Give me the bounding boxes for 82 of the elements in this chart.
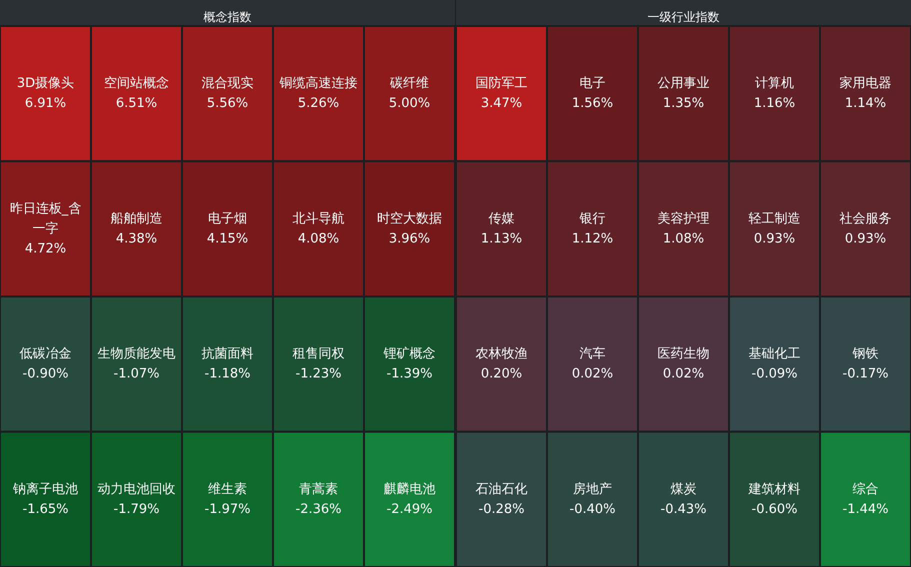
category-label: 铜缆高速连接 xyxy=(278,75,358,92)
category-label: 租售同权 xyxy=(292,346,344,362)
category-label: 房地产 xyxy=(573,480,612,497)
category-label: 钢铁 xyxy=(852,346,878,362)
data-label: -2.49% xyxy=(386,502,432,517)
data-label: 1.35% xyxy=(662,96,704,112)
data-label: 0.02% xyxy=(662,366,704,382)
data-label: -1.07% xyxy=(114,366,160,382)
category-label: 家用电器 xyxy=(840,75,892,92)
data-label: 1.08% xyxy=(662,231,704,246)
data-label: 1.13% xyxy=(480,231,522,246)
category-label: 综合 xyxy=(852,482,878,497)
category-label: 抗菌面料 xyxy=(202,346,254,362)
data-label: -0.17% xyxy=(842,366,888,382)
data-label: 1.56% xyxy=(572,96,614,112)
category-label: 青蒿素 xyxy=(299,482,338,497)
category-label: 建筑材料 xyxy=(748,482,800,497)
data-label: -0.09% xyxy=(752,366,798,382)
data-label: 1.12% xyxy=(572,231,614,246)
data-label: 5.00% xyxy=(388,96,430,112)
data-label: 0.93% xyxy=(754,231,796,246)
category-label: 公用事业 xyxy=(658,76,710,92)
data-label: 4.15% xyxy=(206,231,248,246)
category-label: 锂矿概念 xyxy=(382,346,436,362)
category-label: 北斗导航 xyxy=(292,211,344,226)
category-label: 3D摄像头 xyxy=(16,76,74,92)
category-label: 空间站概念 xyxy=(104,76,169,92)
category-label: 钠离子电池 xyxy=(12,480,78,497)
data-label: -0.43% xyxy=(660,502,706,517)
data-label: -0.90% xyxy=(22,366,68,382)
category-label: 时空大数据 xyxy=(377,211,442,226)
category-label: 麒麟电池 xyxy=(384,482,436,497)
data-label: -1.44% xyxy=(842,502,888,517)
data-label: -1.97% xyxy=(204,502,250,517)
category-label: 昨日连板_含一字 xyxy=(10,201,82,236)
data-label: 4.08% xyxy=(298,231,340,246)
data-label: -1.39% xyxy=(386,366,432,382)
data-label: -2.36% xyxy=(296,502,342,517)
data-label: 0.02% xyxy=(572,366,614,382)
data-label: 6.51% xyxy=(116,96,158,112)
category-label: 维生素 xyxy=(208,482,247,497)
data-label: -1.18% xyxy=(204,366,250,382)
category-label: 汽车 xyxy=(580,346,606,362)
category-label: 生物质能发电 xyxy=(98,346,176,362)
category-label: 银行 xyxy=(578,211,606,226)
data-label: 4.72% xyxy=(24,241,66,256)
data-label: -0.28% xyxy=(478,502,524,517)
category-label: 计算机 xyxy=(755,76,794,92)
category-label: 国防军工 xyxy=(476,76,528,92)
data-label: 6.91% xyxy=(24,96,66,112)
data-label: 3.96% xyxy=(388,231,430,246)
data-label: -1.65% xyxy=(22,502,68,517)
data-label: -0.40% xyxy=(570,502,616,517)
category-label: 碳纤维 xyxy=(389,76,429,92)
category-label: 船舶制造 xyxy=(110,211,162,226)
category-label: 轻工制造 xyxy=(748,211,800,226)
category-label: 美容护理 xyxy=(658,210,710,226)
category-label: 社会服务 xyxy=(840,211,892,226)
data-label: -1.23% xyxy=(296,366,342,382)
data-label: 5.26% xyxy=(298,96,340,112)
data-label: 3.47% xyxy=(480,96,522,112)
category-label: 混合现实 xyxy=(202,76,254,92)
category-label: 电子 xyxy=(580,76,606,92)
data-label: 1.14% xyxy=(844,96,886,112)
data-label: 4.38% xyxy=(116,231,158,246)
category-label: 低碳冶金 xyxy=(20,346,72,362)
text: 概念指数 xyxy=(204,10,252,24)
category-label: 煤炭 xyxy=(670,482,696,497)
text: 一级行业指数 xyxy=(648,10,720,24)
data-label: -0.60% xyxy=(752,502,798,517)
data-label: 1.16% xyxy=(754,96,796,112)
category-label: 电子烟 xyxy=(208,211,247,226)
data-label: -1.79% xyxy=(114,502,160,517)
data-label: 0.20% xyxy=(480,366,522,382)
data-label: 0.93% xyxy=(844,231,886,246)
category-label: 动力电池回收 xyxy=(98,482,176,497)
category-label: 基础化工 xyxy=(748,346,800,362)
category-label: 传媒 xyxy=(488,211,514,226)
category-label: 石油石化 xyxy=(476,482,528,497)
category-label: 医药生物 xyxy=(658,346,710,362)
category-label: 农林牧渔 xyxy=(476,346,528,362)
data-label: 5.56% xyxy=(206,96,248,112)
